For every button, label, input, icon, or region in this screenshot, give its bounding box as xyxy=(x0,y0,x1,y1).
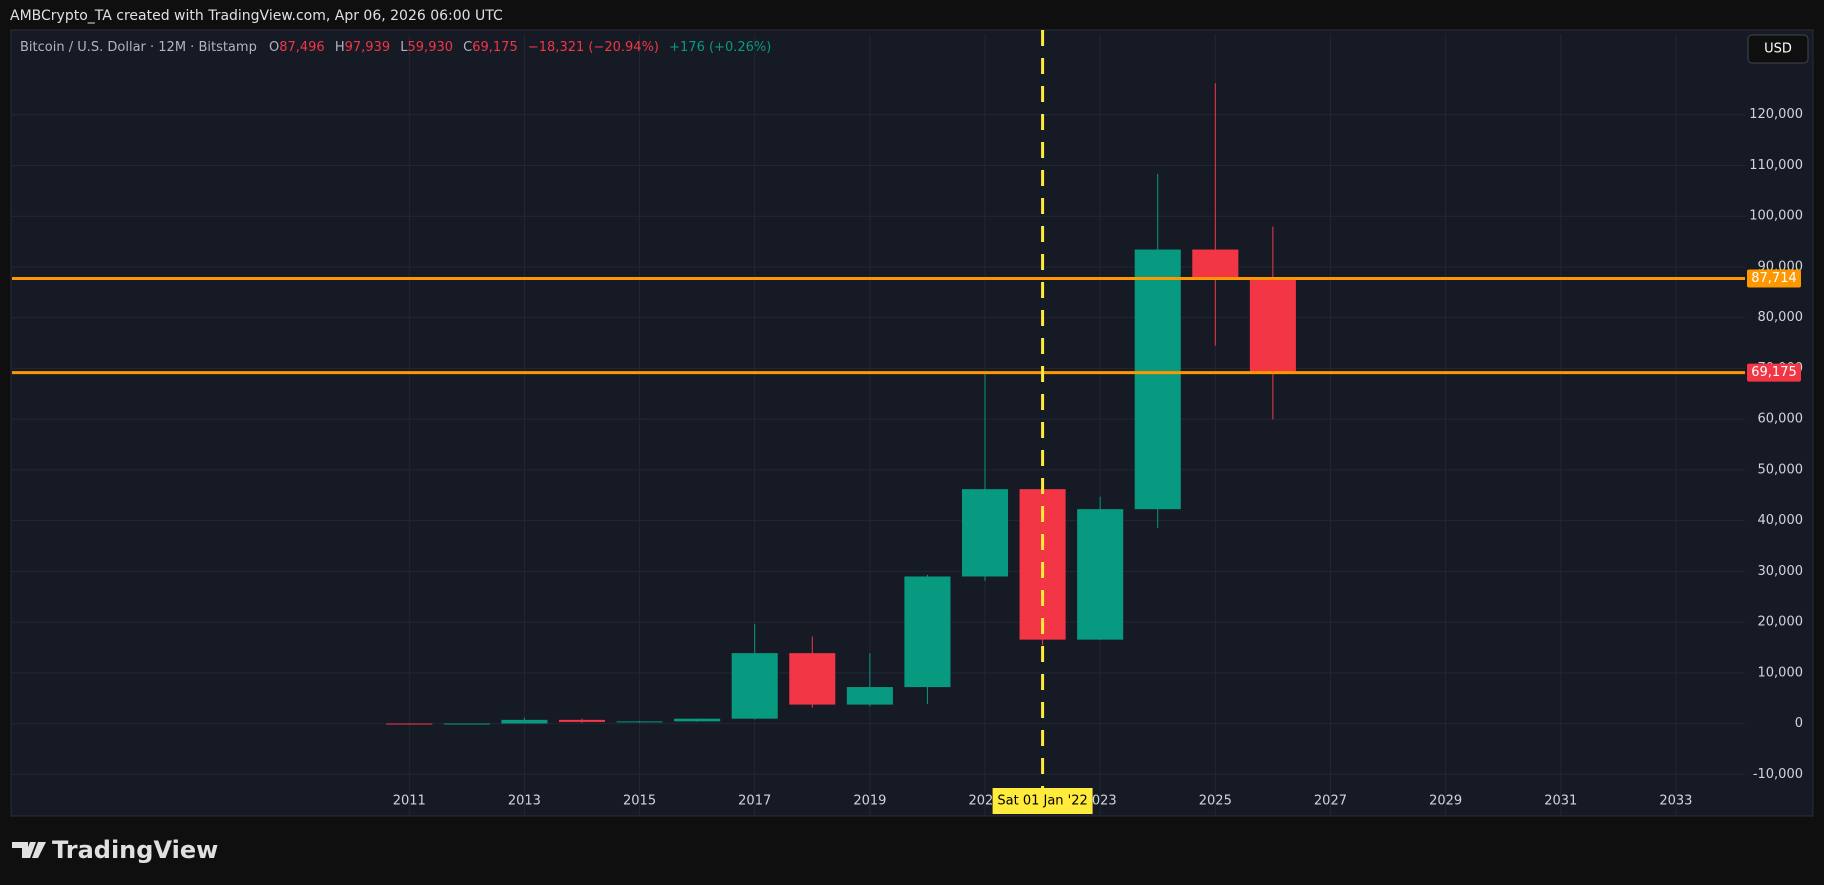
legend-open: 87,496 xyxy=(279,40,325,55)
legend: Bitcoin / U.S. Dollar · 12M · Bitstamp O… xyxy=(20,40,771,55)
x-tick-label: 2011 xyxy=(393,794,426,809)
header-text: AMBCrypto_TA created with TradingView.co… xyxy=(10,8,503,24)
legend-symbol: Bitcoin / U.S. Dollar · 12M · Bitstamp xyxy=(20,40,257,55)
y-tick-label: 30,000 xyxy=(1758,564,1804,579)
y-tick-label: 80,000 xyxy=(1758,310,1804,325)
candle-body xyxy=(1249,279,1296,373)
legend-high: 97,939 xyxy=(345,40,391,55)
plot xyxy=(386,83,1296,725)
x-tick-label: 2031 xyxy=(1544,794,1577,809)
x-tick-label: 2027 xyxy=(1314,794,1347,809)
candle-body xyxy=(386,723,433,725)
currency-button-text[interactable]: USD xyxy=(1764,42,1792,57)
candle-body xyxy=(443,723,490,725)
crosshair-label-box xyxy=(992,788,1093,814)
currency-button[interactable]: USD xyxy=(1747,34,1809,64)
candle-body xyxy=(616,721,663,723)
candle-body xyxy=(904,576,951,688)
x-tick-label: 2029 xyxy=(1429,794,1462,809)
y-tick-label: -10,000 xyxy=(1753,767,1803,782)
legend-low: 59,930 xyxy=(408,40,454,55)
legend-low-label: L xyxy=(400,40,408,55)
level-label: 87,714 xyxy=(1751,271,1797,286)
y-tick-label: 120,000 xyxy=(1749,107,1803,122)
y-tick-label: 50,000 xyxy=(1758,462,1804,477)
candle-body xyxy=(789,653,836,705)
chart-frame xyxy=(10,29,1814,817)
y-tick-label: 40,000 xyxy=(1758,513,1804,528)
x-tick-label: 2013 xyxy=(508,794,541,809)
level-label-box xyxy=(1747,363,1801,382)
candle-body xyxy=(846,687,893,705)
level-label: 69,175 xyxy=(1751,365,1797,380)
x-tick-label: 2017 xyxy=(738,794,771,809)
candle-body xyxy=(501,719,548,724)
y-tick-label: 60,000 xyxy=(1758,412,1804,427)
candle-body xyxy=(731,653,778,719)
legend-extra: +176 (+0.26%) xyxy=(669,40,771,55)
y-tick-label: 0 xyxy=(1795,716,1803,731)
candle-body xyxy=(674,718,721,722)
candle-body xyxy=(1077,509,1124,640)
brand-text[interactable]: TradingView xyxy=(52,836,218,864)
legend-high-label: H xyxy=(335,40,345,55)
y-tick-label: 10,000 xyxy=(1758,665,1804,680)
grid xyxy=(12,34,1745,815)
level-label-box xyxy=(1747,269,1801,288)
candle-body xyxy=(558,719,606,722)
legend-close-label: C xyxy=(463,40,472,55)
x-tick-label: 2025 xyxy=(1199,794,1232,809)
legend-close: 69,175 xyxy=(472,40,518,55)
x-tick-label: 2033 xyxy=(1659,794,1692,809)
legend-change: −18,321 (−20.94%) xyxy=(528,40,659,55)
candle-body xyxy=(1134,249,1181,510)
y-tick-label: 20,000 xyxy=(1758,615,1804,630)
candle-body xyxy=(1192,249,1239,280)
brand-icon[interactable] xyxy=(12,842,46,858)
x-tick-label: 2015 xyxy=(623,794,656,809)
candle-body xyxy=(961,489,1009,577)
overlay: -10,000 0 10,000 20,000 30,000 40,000 50,000 60… xyxy=(12,30,1803,814)
legend-open-label: O xyxy=(269,40,279,55)
crosshair-label: Sat 01 Jan '22 xyxy=(997,794,1087,809)
y-tick-label: 100,000 xyxy=(1749,209,1803,224)
currency-button-box[interactable] xyxy=(1747,34,1809,64)
y-tick-label: 110,000 xyxy=(1749,158,1803,173)
x-tick-label: 2019 xyxy=(853,794,886,809)
brand[interactable]: TradingView xyxy=(12,836,218,864)
